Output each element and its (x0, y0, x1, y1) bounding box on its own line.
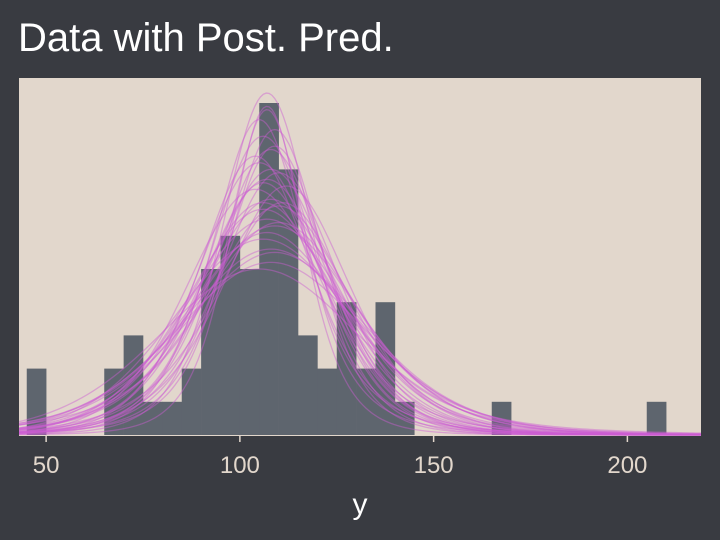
posterior-curve (18, 201, 702, 435)
histogram-bar (123, 335, 144, 435)
posterior-curve (18, 251, 702, 435)
posterior-curve (18, 185, 702, 436)
histogram-bar (375, 302, 396, 435)
histogram-bar (201, 269, 221, 435)
posterior-curve (18, 261, 702, 436)
posterior-curve (18, 248, 702, 435)
histogram-bar (336, 302, 357, 435)
posterior-curve (18, 231, 702, 435)
posterior-curve (18, 172, 702, 436)
histogram-bars (26, 103, 667, 435)
x-axis-label: y (352, 488, 368, 521)
posterior-curve (18, 221, 702, 436)
posterior-curve (18, 268, 702, 436)
histogram-bar (356, 368, 376, 435)
histogram-bar (298, 335, 318, 435)
posterior-curve (18, 128, 701, 436)
x-tick-label: 50 (33, 452, 60, 479)
posterior-curve (18, 119, 702, 436)
posterior-curve (18, 109, 701, 436)
chart-title: Data with Post. Pred. (18, 16, 394, 60)
histogram-bar (104, 368, 124, 435)
histogram-bar (239, 269, 260, 435)
posterior-curve (18, 201, 702, 436)
posterior-curve (18, 105, 701, 436)
posterior-curve (18, 208, 701, 436)
histogram-bar (220, 235, 241, 435)
posterior-curve (18, 178, 701, 436)
x-tick-label: 150 (414, 452, 454, 479)
posterior-curve (18, 92, 701, 436)
histogram-bar (259, 103, 279, 435)
posterior-curve (18, 155, 702, 436)
histogram-bar (646, 401, 667, 435)
posterior-curve (18, 162, 701, 436)
histogram-bar (317, 368, 338, 435)
posterior-curve (18, 148, 701, 436)
histogram-bar (491, 401, 512, 435)
posterior-curve (18, 238, 701, 436)
posterior-curve (18, 135, 701, 436)
x-axis-ticks: 50 100 150 200 (33, 436, 647, 479)
posterior-curve (18, 218, 702, 436)
histogram-bar (143, 401, 163, 435)
posterior-curve (18, 198, 702, 436)
posterior-curve (18, 168, 701, 436)
histogram-bar (181, 368, 202, 435)
posterior-curve (18, 205, 702, 434)
posterior-curves (18, 92, 702, 436)
histogram-bar (278, 169, 299, 435)
histogram-bar (162, 401, 183, 435)
posterior-curve (18, 145, 702, 436)
posterior-curve (18, 225, 702, 436)
posterior-curve (18, 182, 702, 436)
x-tick-label: 200 (607, 452, 647, 479)
posterior-curve (18, 188, 701, 436)
histogram-bar (26, 368, 47, 435)
histogram-bar (394, 401, 415, 435)
x-tick-label: 100 (220, 452, 260, 479)
